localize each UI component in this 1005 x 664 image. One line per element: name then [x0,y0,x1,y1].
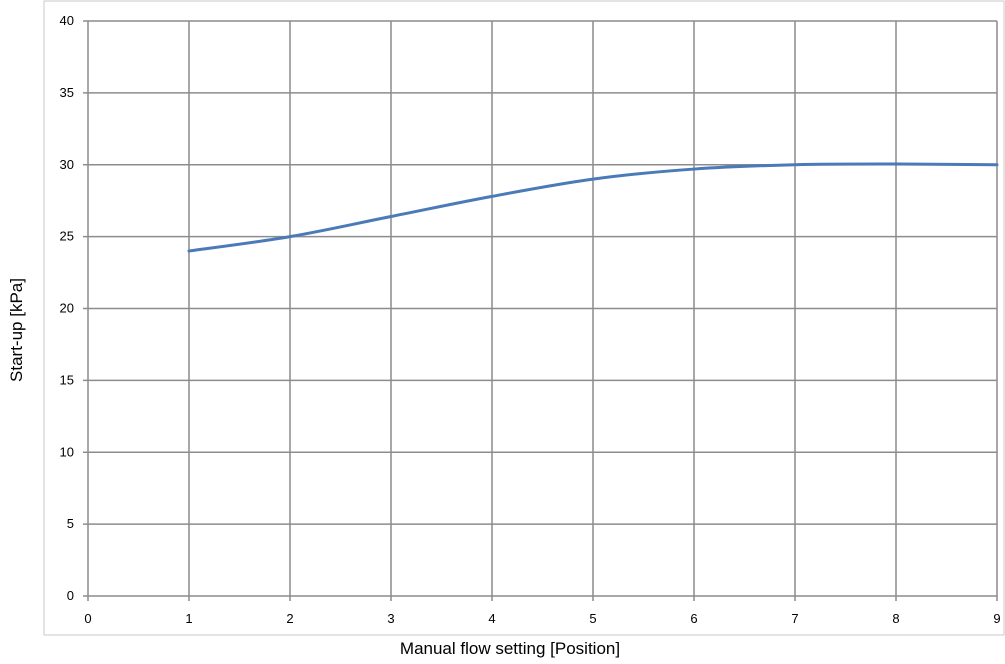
series-layer [187,162,999,253]
y-tick-label: 35 [60,85,74,100]
x-tick-label: 1 [185,611,192,626]
x-axis-tick-labels: 0 1 2 3 4 5 6 7 8 9 [84,611,1000,626]
y-tick-label: 10 [60,444,74,459]
x-tick-label: 8 [892,611,899,626]
x-tick-label: 9 [993,611,1000,626]
y-tick-label: 40 [60,13,74,28]
y-tick-label: 25 [60,229,74,244]
y-tick-label: 15 [60,372,74,387]
x-tick-label: 4 [488,611,495,626]
y-axis-tick-labels: 0 5 10 15 20 25 30 35 40 [60,13,74,603]
plot-area [43,0,1005,636]
x-tick-label: 7 [791,611,798,626]
y-tick-label: 5 [67,516,74,531]
grid-lines [83,20,998,601]
x-tick-label: 0 [84,611,91,626]
y-tick-label: 0 [67,588,74,603]
series-line [187,162,999,253]
x-axis-title: Manual flow setting [Position] [400,639,620,658]
x-tick-label: 2 [286,611,293,626]
y-tick-label: 20 [60,301,74,316]
x-tick-label: 5 [589,611,596,626]
x-tick-label: 6 [690,611,697,626]
y-axis-title: Start-up [kPa] [7,278,26,382]
chart-frame [43,0,1005,636]
x-tick-label: 3 [387,611,394,626]
y-tick-label: 30 [60,157,74,172]
